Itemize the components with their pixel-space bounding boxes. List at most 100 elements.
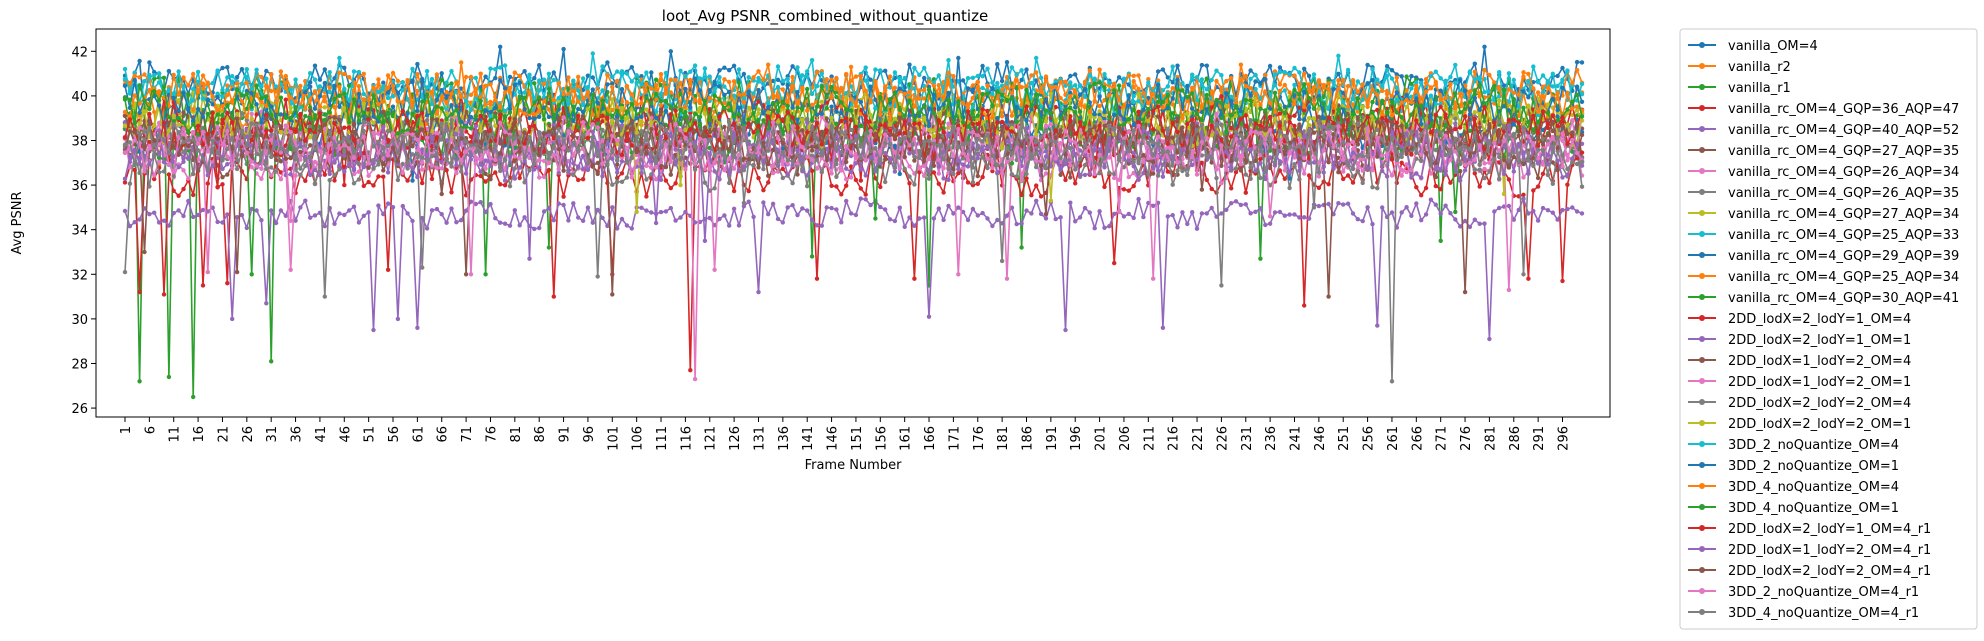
data-point	[883, 207, 888, 212]
data-point	[1175, 116, 1180, 121]
data-point	[420, 180, 425, 186]
data-point	[400, 170, 405, 176]
data-point	[1535, 184, 1541, 189]
data-point	[1419, 218, 1424, 223]
data-point	[1063, 177, 1068, 183]
data-point	[147, 87, 152, 93]
data-point	[264, 112, 269, 118]
data-point	[800, 206, 805, 211]
data-point	[308, 215, 313, 220]
data-point	[420, 265, 425, 270]
data-point	[498, 182, 503, 187]
data-point	[1487, 169, 1492, 174]
data-point	[1438, 76, 1443, 81]
data-point	[395, 316, 401, 322]
data-point	[537, 62, 542, 68]
data-point	[1009, 113, 1015, 118]
data-point	[1175, 168, 1180, 173]
data-point	[395, 78, 401, 84]
data-point	[887, 217, 893, 222]
data-point	[1063, 79, 1068, 85]
data-point	[1199, 211, 1205, 216]
data-point	[775, 216, 781, 222]
data-point	[1438, 238, 1443, 243]
data-point	[615, 226, 620, 231]
data-point	[1316, 185, 1322, 190]
data-point	[1019, 77, 1024, 83]
data-point	[1472, 167, 1478, 172]
data-point	[990, 80, 995, 85]
data-point	[756, 289, 761, 295]
data-point	[727, 68, 732, 73]
data-point	[985, 156, 990, 162]
data-point	[956, 272, 961, 277]
data-point	[1248, 68, 1253, 73]
data-point	[1438, 187, 1443, 192]
data-point	[975, 213, 980, 218]
data-point	[249, 164, 254, 170]
data-point	[1487, 72, 1492, 78]
data-point	[332, 160, 337, 165]
data-point	[692, 167, 698, 172]
data-point	[303, 178, 308, 183]
data-point	[946, 203, 951, 209]
data-point	[459, 169, 464, 174]
data-point	[692, 220, 698, 225]
data-point	[1199, 187, 1205, 192]
data-point	[1550, 210, 1556, 215]
data-point	[727, 180, 732, 186]
data-point	[1097, 209, 1102, 214]
data-point	[200, 86, 206, 91]
data-point	[936, 83, 941, 88]
data-point	[1277, 159, 1283, 164]
data-point	[1204, 211, 1210, 216]
data-point	[634, 80, 639, 85]
data-point	[912, 276, 917, 281]
data-point	[225, 172, 230, 177]
data-point	[1155, 69, 1161, 74]
data-point	[1302, 171, 1307, 176]
data-point	[970, 75, 976, 81]
data-point	[459, 60, 464, 65]
data-point	[878, 68, 883, 73]
data-point	[347, 75, 352, 80]
data-point	[381, 211, 386, 217]
data-point	[1414, 201, 1419, 206]
data-point	[454, 220, 459, 225]
data-point	[1092, 226, 1097, 231]
data-point	[912, 223, 917, 228]
data-point	[975, 79, 980, 85]
data-point	[678, 122, 683, 127]
data-point	[156, 152, 162, 157]
data-point	[1302, 66, 1307, 72]
data-point	[731, 188, 737, 194]
data-point	[176, 98, 181, 103]
data-point	[619, 171, 625, 176]
data-point	[1574, 123, 1580, 129]
data-point	[415, 325, 420, 330]
data-point	[1063, 161, 1068, 167]
data-point	[1048, 198, 1054, 203]
data-point	[191, 394, 196, 400]
data-point	[181, 213, 186, 219]
data-point	[853, 74, 859, 79]
data-point	[907, 117, 912, 123]
data-point	[790, 74, 795, 80]
data-point	[688, 368, 693, 373]
data-point	[517, 175, 522, 181]
data-point	[1024, 208, 1029, 213]
data-point	[127, 224, 133, 229]
data-point	[264, 301, 269, 306]
data-point	[342, 65, 347, 71]
data-point	[1404, 74, 1409, 79]
data-point	[410, 66, 415, 72]
data-point	[1131, 183, 1136, 189]
data-point	[259, 74, 264, 80]
data-point	[264, 116, 269, 122]
data-point	[780, 220, 785, 225]
data-point	[1462, 101, 1468, 106]
data-point	[580, 218, 586, 223]
data-point	[478, 200, 483, 205]
data-point	[166, 68, 172, 74]
data-point	[1531, 188, 1536, 193]
